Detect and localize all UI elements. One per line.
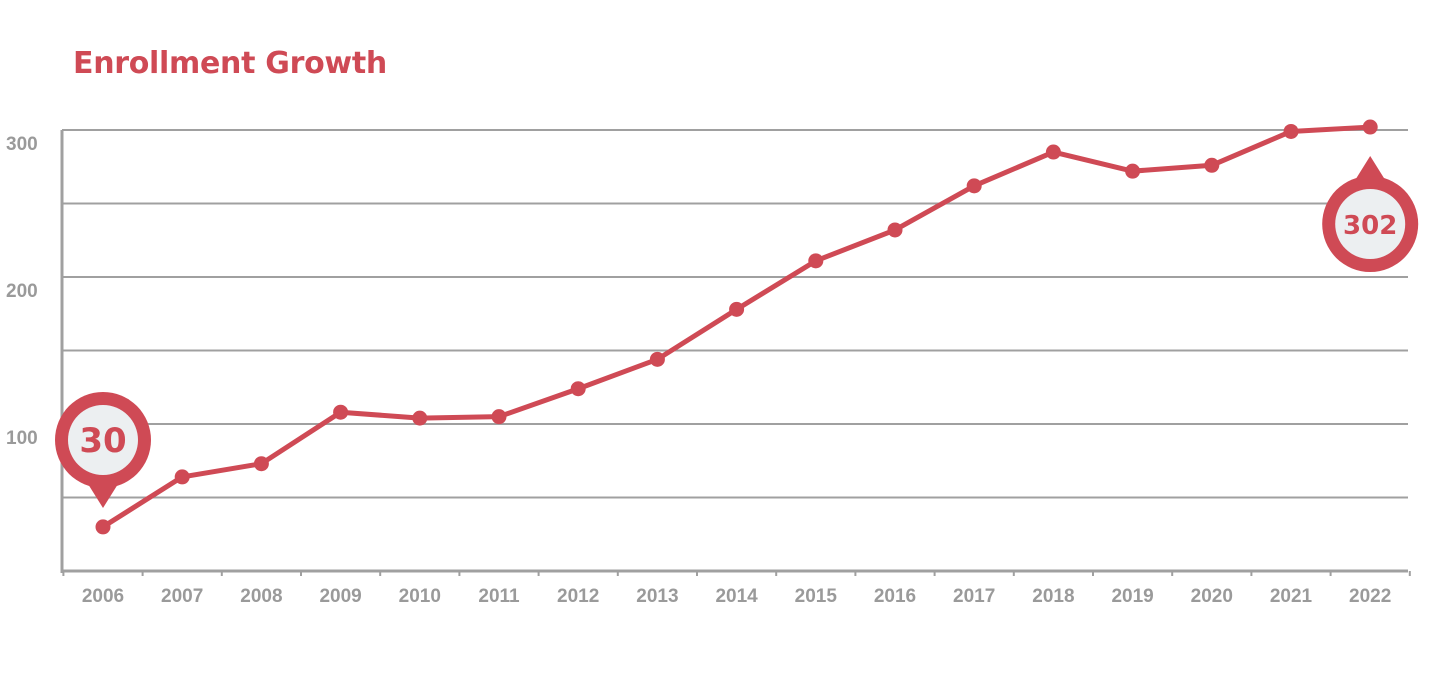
x-tick-label: 2018	[1032, 586, 1074, 607]
callouts: 30 302	[55, 156, 1419, 508]
data-point	[253, 456, 269, 472]
y-tick-label: 100	[6, 428, 38, 449]
x-tick-label: 2012	[557, 586, 599, 607]
y-tick-label: 300	[6, 134, 38, 155]
x-tick-label: 2021	[1270, 586, 1313, 607]
x-tick-label: 2019	[1111, 586, 1153, 607]
y-tick-label: 200	[6, 281, 38, 302]
data-point	[1125, 163, 1141, 179]
data-point	[966, 178, 982, 194]
value-callout: 30	[55, 392, 151, 508]
data-point	[808, 253, 824, 269]
data-point	[729, 301, 745, 317]
x-tick-label: 2016	[874, 586, 916, 607]
x-tick-label: 2009	[319, 586, 361, 607]
data-point	[1283, 123, 1299, 139]
x-tick-label: 2007	[161, 586, 203, 607]
y-tick-labels: 100 200 300	[6, 134, 38, 449]
data-point	[1204, 157, 1220, 173]
axes	[60, 130, 1411, 576]
callout-inner	[1335, 189, 1406, 259]
x-tick-label: 2015	[795, 586, 838, 607]
data-point	[95, 519, 111, 535]
data-point	[1362, 119, 1378, 135]
callout-inner	[68, 405, 138, 475]
x-tick-label: 2008	[240, 586, 282, 607]
value-callout: 302	[1322, 156, 1419, 272]
series-enrollment	[95, 119, 1378, 535]
callout-label: 30	[79, 421, 126, 461]
x-tick-label: 2014	[715, 586, 758, 607]
data-point	[412, 410, 428, 426]
data-point	[333, 404, 349, 420]
data-point	[491, 409, 507, 425]
data-point	[887, 222, 903, 238]
series-line	[100, 124, 1373, 530]
callout-label: 302	[1343, 211, 1397, 241]
x-tick-label: 2006	[82, 586, 124, 607]
grid-lines	[62, 129, 1408, 499]
x-tick-label: 2020	[1191, 586, 1233, 607]
data-point	[570, 381, 586, 397]
x-tick-label: 2013	[636, 586, 678, 607]
data-point	[649, 351, 665, 367]
data-point	[1045, 144, 1061, 160]
x-tick-label: 2017	[953, 586, 995, 607]
x-tick-label: 2011	[478, 586, 520, 607]
x-tick-labels: 2006 2007 2008 2009 2010 2011 2012 2013 2014 2015…	[82, 586, 1391, 607]
x-tick-label: 2010	[399, 586, 441, 607]
x-tick-label: 2022	[1349, 586, 1391, 607]
chart-title: Enrollment Growth	[73, 46, 387, 81]
data-point	[174, 469, 190, 485]
